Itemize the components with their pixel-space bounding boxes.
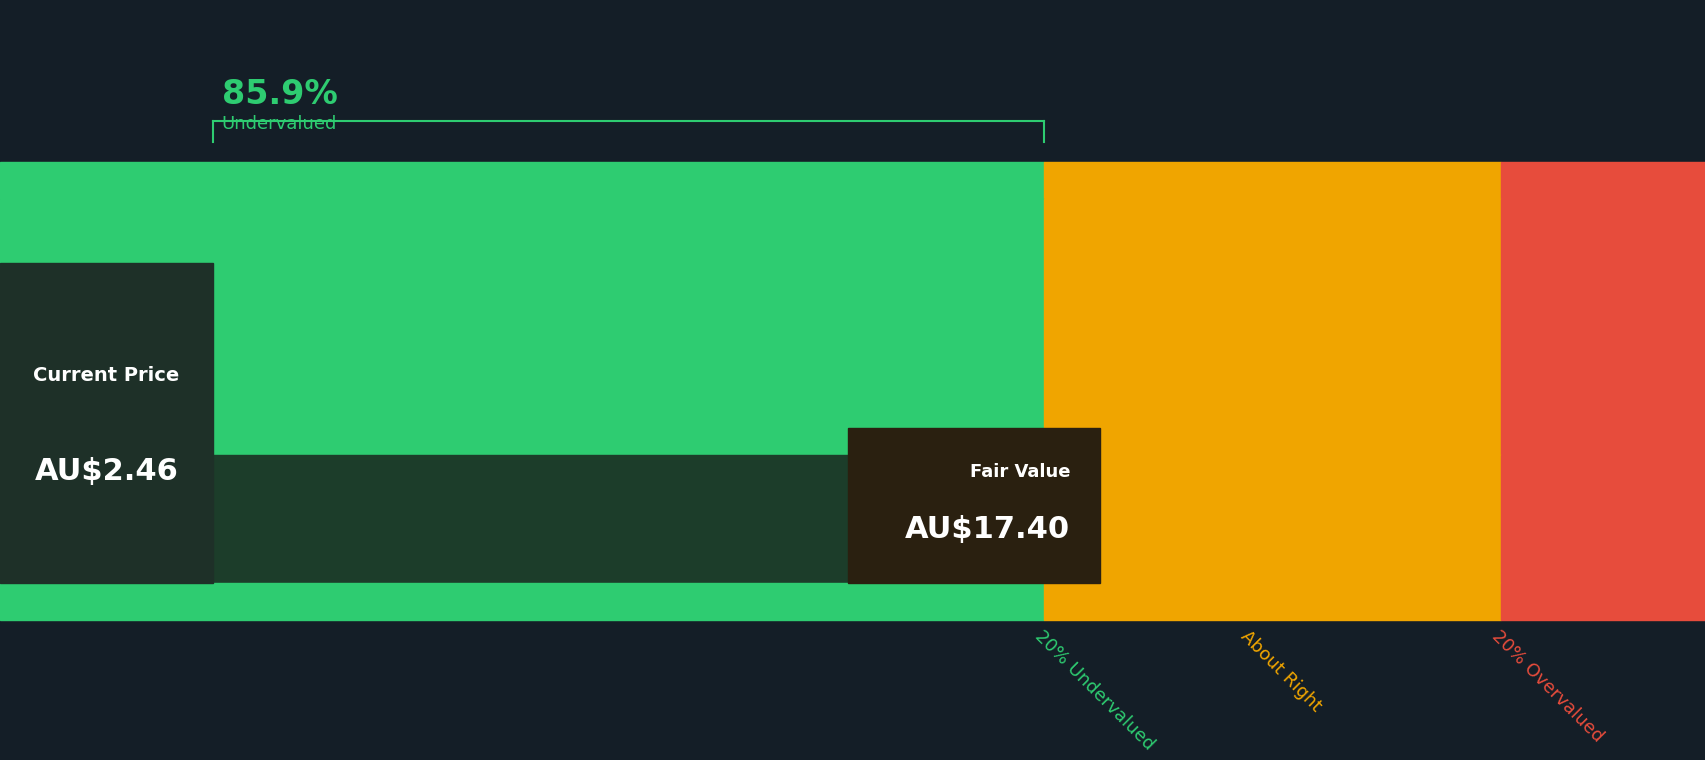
Bar: [1500, 584, 1705, 620]
Text: Fair Value: Fair Value: [968, 463, 1069, 480]
Text: About Right: About Right: [1236, 627, 1325, 715]
Text: 85.9%: 85.9%: [222, 78, 338, 111]
Bar: [1043, 584, 1500, 620]
Bar: [1500, 162, 1705, 199]
Text: Current Price: Current Price: [34, 366, 179, 385]
Text: Undervalued: Undervalued: [222, 115, 338, 133]
Bar: [1500, 455, 1705, 584]
Bar: [0, 455, 1043, 584]
Bar: [1043, 162, 1500, 199]
Bar: [847, 428, 1100, 584]
Text: AU$2.46: AU$2.46: [34, 457, 179, 486]
Bar: [1043, 199, 1500, 455]
Bar: [1500, 199, 1705, 455]
Bar: [0, 162, 1043, 199]
Bar: [1043, 455, 1500, 584]
Bar: [0, 263, 213, 584]
Bar: [0, 584, 1043, 620]
Text: 20% Overvalued: 20% Overvalued: [1488, 627, 1606, 746]
Text: 20% Undervalued: 20% Undervalued: [1032, 627, 1158, 754]
Bar: [0, 199, 1043, 455]
Text: AU$17.40: AU$17.40: [904, 515, 1069, 543]
